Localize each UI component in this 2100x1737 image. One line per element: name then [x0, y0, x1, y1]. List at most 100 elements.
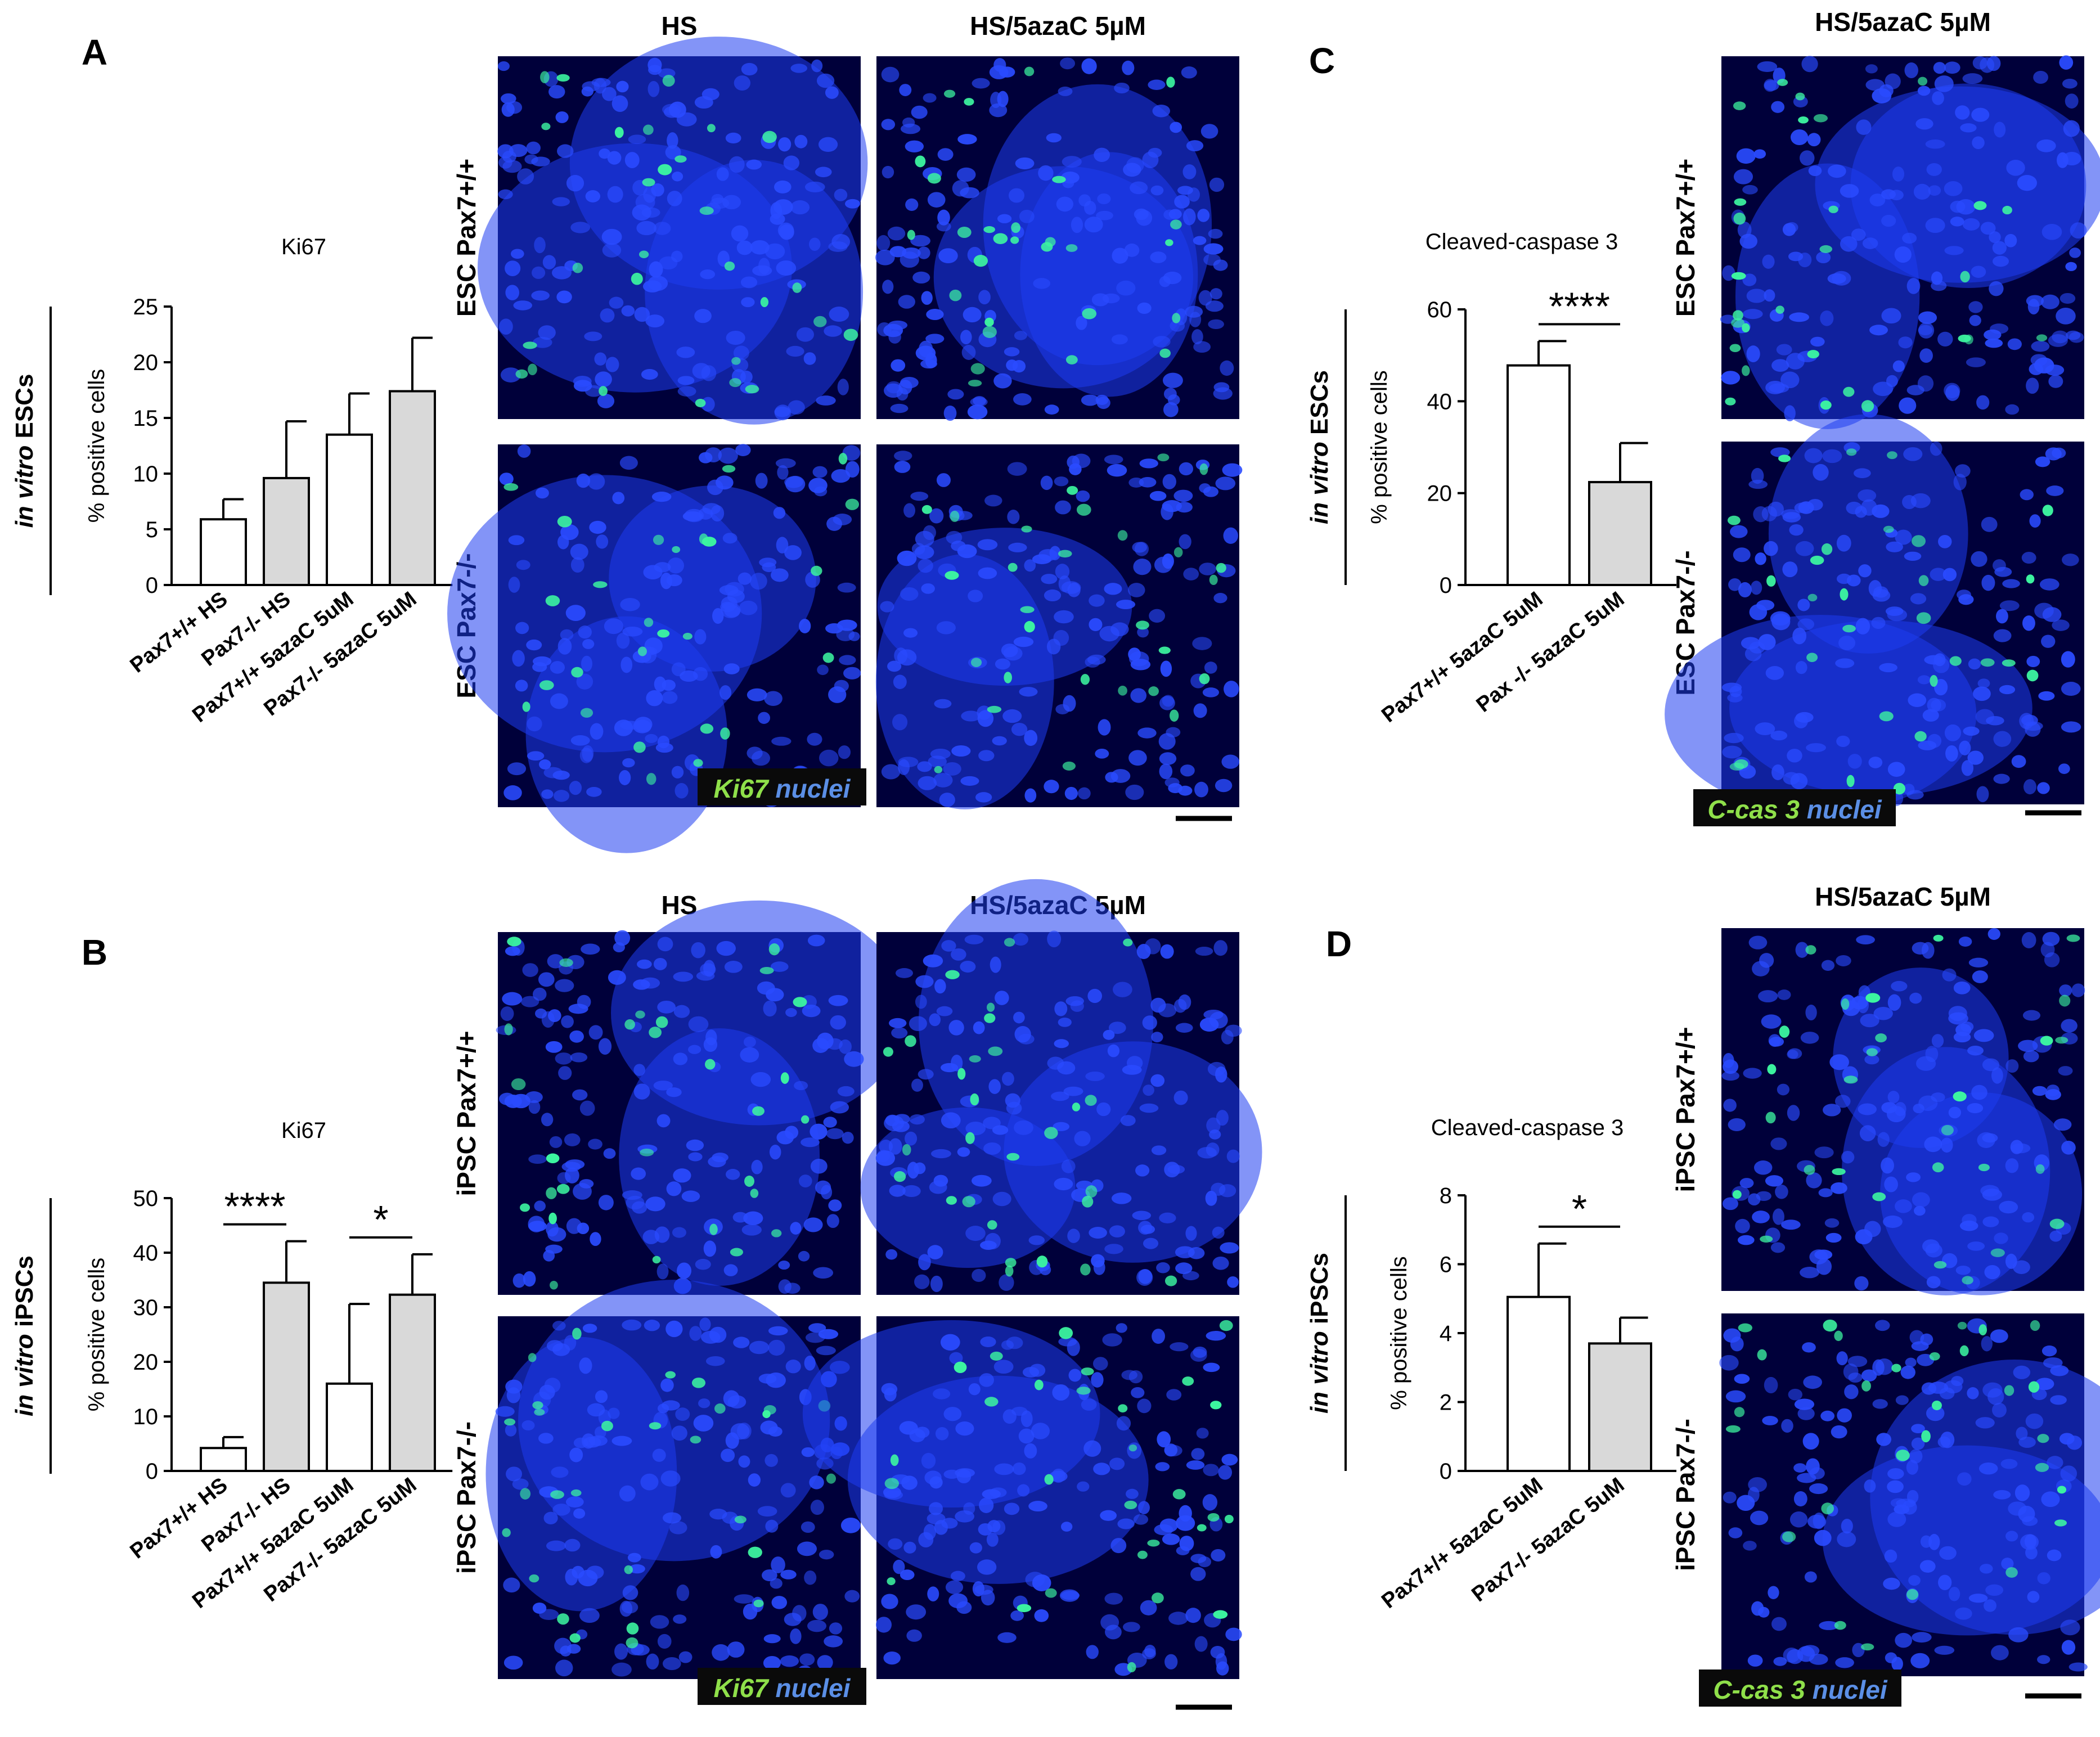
- nucleus: [1166, 1389, 1182, 1401]
- nucleus: [939, 793, 955, 807]
- nucleus: [577, 994, 591, 1009]
- nucleus: [590, 723, 604, 740]
- column-label: HS/5azaC 5µM: [1815, 7, 1991, 37]
- nucleus: [1081, 58, 1097, 74]
- nucleus: [1787, 1050, 1798, 1059]
- nucleus: [768, 1326, 788, 1336]
- nucleus: [1987, 928, 2000, 940]
- nucleus: [784, 1613, 802, 1626]
- nucleus: [696, 971, 715, 981]
- positive-cell: [631, 272, 643, 285]
- nucleus: [1213, 593, 1227, 604]
- positive-cell: [693, 759, 703, 767]
- nucleus: [961, 345, 976, 360]
- positive-cell: [822, 652, 834, 663]
- positive-cell: [1843, 1076, 1858, 1084]
- positive-cell: [750, 1189, 759, 1198]
- nucleus: [1133, 1514, 1149, 1525]
- positive-cell: [945, 970, 960, 979]
- nucleus: [546, 1540, 566, 1551]
- nucleus: [1925, 139, 1945, 149]
- significance-label: *: [373, 1198, 388, 1241]
- nucleus: [1019, 687, 1038, 697]
- nucleus: [758, 712, 770, 724]
- nucleus: [1185, 1226, 1197, 1241]
- nucleus: [1951, 1376, 1964, 1387]
- nucleus: [1208, 228, 1223, 239]
- nucleus: [997, 91, 1009, 107]
- positive-cell: [1210, 1401, 1222, 1410]
- positive-cell: [934, 766, 943, 773]
- nucleus: [667, 132, 678, 149]
- nucleus: [934, 699, 952, 709]
- nucleus: [1002, 709, 1022, 723]
- nucleus: [726, 330, 745, 345]
- nucleus: [2014, 1484, 2030, 1501]
- nucleus: [694, 629, 707, 645]
- nucleus: [912, 271, 930, 284]
- positive-cell: [1828, 205, 1838, 213]
- nucleus: [564, 1133, 581, 1146]
- nucleus: [564, 1538, 581, 1552]
- nucleus: [1134, 208, 1149, 220]
- nucleus: [1186, 1460, 1205, 1470]
- positive-cell: [714, 1403, 726, 1414]
- nucleus: [2020, 489, 2034, 501]
- nucleus: [700, 269, 716, 280]
- nucleus: [653, 1081, 673, 1091]
- bar: [1588, 481, 1652, 586]
- nucleus: [622, 1585, 638, 1600]
- nucleus: [735, 444, 751, 457]
- nucleus: [642, 280, 662, 292]
- nucleus: [1159, 696, 1175, 710]
- nucleus: [1192, 637, 1212, 650]
- positive-cell: [838, 453, 848, 465]
- nucleus: [1132, 1210, 1152, 1221]
- nucleus: [1197, 209, 1210, 222]
- nucleus: [1104, 583, 1122, 595]
- positive-cell: [520, 1488, 531, 1500]
- nucleus: [582, 81, 600, 92]
- nucleus: [1094, 147, 1110, 162]
- nucleus: [2029, 514, 2041, 528]
- nucleus: [651, 183, 664, 197]
- nucleus: [1170, 1342, 1189, 1352]
- nucleus: [614, 1643, 628, 1660]
- nucleus: [1020, 1410, 1033, 1428]
- positive-cell: [1819, 245, 1833, 253]
- nucleus: [1199, 562, 1216, 575]
- nucleus: [941, 1112, 961, 1129]
- nucleus: [978, 290, 991, 305]
- row-label: ESC Pax7+/+: [452, 159, 481, 317]
- nucleus: [1973, 686, 1991, 701]
- nucleus: [581, 1433, 595, 1449]
- nucleus: [762, 1569, 777, 1582]
- nucleus: [1089, 618, 1103, 632]
- y-axis-label: % positive cells: [84, 369, 109, 523]
- nucleus: [1844, 1384, 1859, 1400]
- nucleus: [564, 1335, 577, 1351]
- stain-legend-box: [698, 1668, 866, 1705]
- nucleus: [1721, 371, 1741, 385]
- nucleus: [1994, 1232, 2008, 1244]
- nucleus: [1034, 1609, 1049, 1622]
- nucleus: [1212, 1256, 1229, 1270]
- nucleus: [599, 148, 611, 159]
- nucleus: [923, 93, 937, 103]
- nucleus: [1762, 1416, 1778, 1425]
- positive-cell: [640, 1149, 654, 1156]
- positive-cell: [1843, 386, 1855, 397]
- nucleus: [1121, 1370, 1137, 1380]
- nucleus: [1908, 1575, 1921, 1586]
- nucleus: [581, 943, 600, 955]
- nucleus: [1780, 371, 1800, 389]
- nucleus: [1771, 764, 1784, 780]
- positive-cell: [1964, 334, 1973, 345]
- positive-cell: [653, 534, 664, 545]
- nucleus: [549, 1136, 563, 1148]
- nucleus: [938, 248, 958, 264]
- nucleus: [2037, 1572, 2050, 1585]
- positive-cell: [1082, 1195, 1094, 1208]
- positive-cell: [1731, 318, 1745, 328]
